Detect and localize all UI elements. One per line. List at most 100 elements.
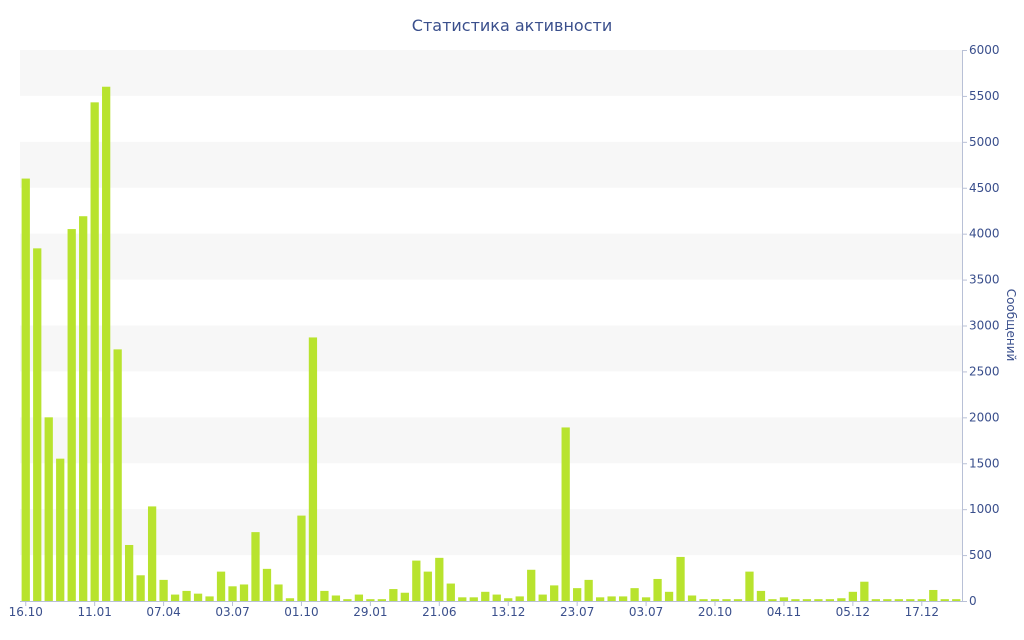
bar[interactable] [216,571,226,601]
bar[interactable] [607,596,616,601]
bar[interactable] [894,599,903,601]
grid-band [20,50,962,96]
bar[interactable] [883,599,892,601]
bar[interactable] [377,599,387,601]
bar[interactable] [274,584,283,601]
bar[interactable] [446,583,455,601]
bar[interactable] [228,586,237,601]
y-tick-label: 5000 [969,135,1000,149]
bar[interactable] [389,589,398,601]
bar[interactable] [285,598,295,601]
x-tick-label: 07.04 [146,605,180,619]
y-tick-label: 2500 [969,364,1000,378]
bar[interactable] [745,571,754,601]
bar[interactable] [193,593,203,601]
bar[interactable] [687,595,697,601]
bar[interactable] [940,599,949,601]
bar[interactable] [124,544,134,601]
bar[interactable] [170,594,180,601]
bar[interactable] [262,568,272,601]
bar[interactable] [595,597,605,601]
bar[interactable] [814,599,823,601]
x-tick-label: 29.01 [353,605,387,619]
bar[interactable] [400,592,409,601]
bar[interactable] [584,579,593,601]
bar[interactable] [435,557,444,601]
grid-band [20,325,962,372]
bar[interactable] [205,596,214,601]
bar[interactable] [664,591,674,601]
bar[interactable] [538,594,547,601]
bar[interactable] [917,599,926,601]
bar[interactable] [469,597,478,601]
bar[interactable] [67,229,76,601]
bar[interactable] [837,598,846,601]
bar[interactable] [102,86,111,601]
bar[interactable] [848,591,858,601]
x-tick-label: 03.07 [629,605,663,619]
bar[interactable] [423,571,432,601]
bar[interactable] [354,594,364,601]
bar[interactable] [527,569,536,601]
y-tick-label: 500 [969,548,992,562]
bar[interactable] [90,102,99,601]
bar[interactable] [515,596,524,601]
bar[interactable] [21,178,30,602]
bar[interactable] [308,337,318,601]
x-tick-label: 23.07 [560,605,594,619]
bar[interactable] [561,427,570,601]
bar[interactable] [653,578,662,601]
bar[interactable] [412,560,421,601]
y-tick-label: 2000 [969,410,1000,424]
bar[interactable] [458,597,467,601]
bar[interactable] [159,579,168,601]
bar[interactable] [779,597,789,601]
bar[interactable] [147,506,157,601]
bar[interactable] [504,598,513,601]
bar[interactable] [343,599,352,601]
bar[interactable] [929,589,938,601]
bar[interactable] [297,515,306,601]
bar[interactable] [710,599,720,601]
y-tick-label: 3500 [969,273,1000,287]
bar[interactable] [113,349,122,601]
bar[interactable] [860,581,869,601]
bar[interactable] [699,599,708,601]
bar[interactable] [573,588,582,601]
bar[interactable] [906,599,915,601]
bar[interactable] [56,458,65,601]
bar[interactable] [182,590,191,601]
bar[interactable] [239,584,249,601]
bar[interactable] [802,599,812,601]
y-axis-ticks: 0 500 1000 1500 2000 2500 3000 3500 4000 4500 5000… [962,43,1000,608]
y-tick-label: 4500 [969,181,1000,195]
bar[interactable] [768,599,777,601]
bar[interactable] [722,599,731,601]
bar[interactable] [618,596,628,601]
bar[interactable] [676,556,685,601]
bar[interactable] [756,590,766,601]
bar[interactable] [320,590,329,601]
bar[interactable] [366,599,375,601]
bar[interactable] [79,216,88,602]
bar[interactable] [825,599,835,601]
bar[interactable] [492,594,501,601]
x-tick-label: 13.12 [491,605,525,619]
bar[interactable] [481,591,490,601]
bar[interactable] [630,588,639,601]
bar[interactable] [331,595,341,601]
bar[interactable] [33,248,42,602]
bar[interactable] [641,597,651,601]
bar[interactable] [136,575,145,601]
bar[interactable] [733,599,743,601]
bar[interactable] [550,585,559,601]
x-axis-ticks: 16.10 11.01 07.04 03.07 01.10 29.01 21.06 13.12… [9,601,939,619]
x-tick-label: 16.10 [9,605,43,619]
y-tick-label: 3000 [969,319,1000,333]
bar[interactable] [952,599,961,601]
bar[interactable] [791,599,800,601]
bar[interactable] [871,599,880,601]
bar[interactable] [44,417,53,601]
y-tick-label: 1000 [969,502,1000,516]
bar[interactable] [251,532,260,601]
